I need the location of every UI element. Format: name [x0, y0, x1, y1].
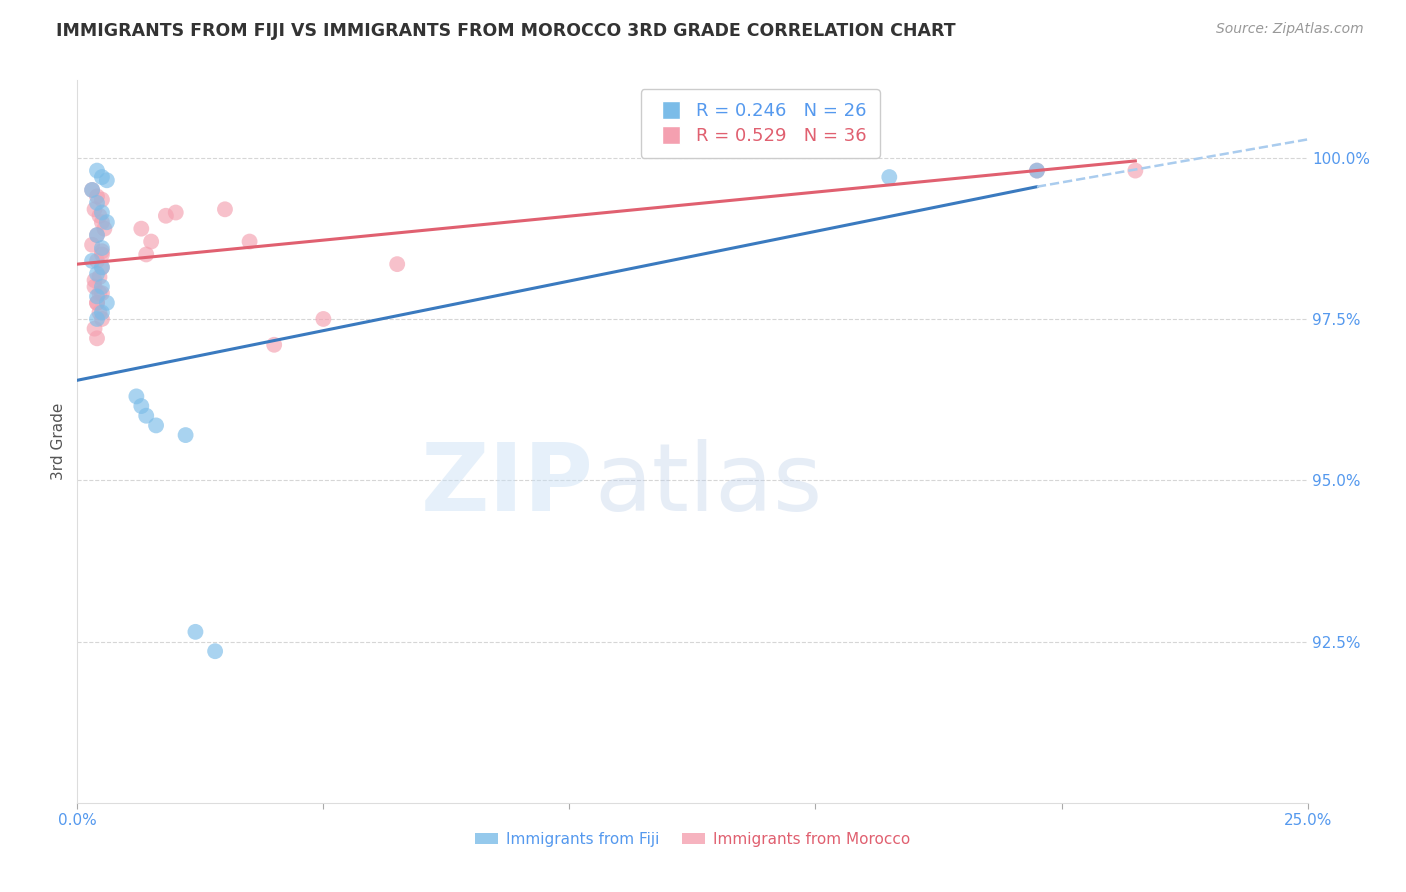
Legend: Immigrants from Fiji, Immigrants from Morocco: Immigrants from Fiji, Immigrants from Mo…	[470, 826, 915, 853]
Point	[89, 286, 111, 301]
Point	[86, 195, 108, 210]
Point	[125, 389, 148, 403]
Point	[165, 205, 187, 219]
Point	[86, 253, 108, 268]
Point	[90, 260, 114, 275]
Point	[83, 279, 105, 293]
Point	[83, 273, 105, 287]
Point	[86, 163, 108, 178]
Point	[90, 305, 114, 319]
Point	[239, 235, 262, 249]
Point	[96, 173, 118, 187]
Point	[86, 289, 108, 303]
Point	[90, 279, 114, 293]
Point	[90, 215, 114, 229]
Text: IMMIGRANTS FROM FIJI VS IMMIGRANTS FROM MOROCCO 3RD GRADE CORRELATION CHART: IMMIGRANTS FROM FIJI VS IMMIGRANTS FROM …	[56, 22, 956, 40]
Point	[135, 247, 157, 261]
Point	[93, 221, 115, 235]
Point	[263, 338, 285, 352]
Text: atlas: atlas	[595, 439, 823, 531]
Point	[145, 418, 167, 433]
Text: Source: ZipAtlas.com: Source: ZipAtlas.com	[1216, 22, 1364, 37]
Point	[82, 183, 104, 197]
Point	[82, 253, 104, 268]
Point	[86, 189, 108, 203]
Point	[86, 331, 108, 345]
Point	[129, 221, 153, 235]
Point	[86, 267, 108, 281]
Point	[96, 296, 118, 310]
Point	[90, 260, 114, 275]
Point	[96, 215, 118, 229]
Point	[135, 409, 157, 423]
Point	[174, 428, 197, 442]
Point	[90, 205, 114, 219]
Point	[90, 169, 114, 184]
Point	[82, 183, 104, 197]
Point	[184, 624, 207, 639]
Point	[129, 399, 153, 413]
Point	[141, 235, 163, 249]
Point	[83, 321, 105, 335]
Point	[1026, 163, 1049, 178]
Point	[89, 270, 111, 285]
Point	[879, 169, 901, 184]
Point	[82, 237, 104, 252]
Point	[1125, 163, 1147, 178]
Point	[89, 209, 111, 223]
Point	[86, 296, 108, 310]
Point	[86, 228, 108, 243]
Point	[90, 244, 114, 259]
Point	[90, 193, 114, 207]
Point	[385, 257, 409, 271]
Point	[204, 644, 226, 658]
Point	[90, 241, 114, 255]
Point	[1026, 163, 1049, 178]
Point	[312, 312, 335, 326]
Y-axis label: 3rd Grade: 3rd Grade	[51, 403, 66, 480]
Point	[86, 312, 108, 326]
Point	[155, 209, 177, 223]
Point	[83, 202, 105, 217]
Point	[214, 202, 236, 217]
Text: ZIP: ZIP	[422, 439, 595, 531]
Point	[86, 296, 108, 310]
Point	[90, 247, 114, 261]
Point	[90, 286, 114, 301]
Point	[90, 312, 114, 326]
Point	[89, 305, 111, 319]
Point	[86, 228, 108, 243]
